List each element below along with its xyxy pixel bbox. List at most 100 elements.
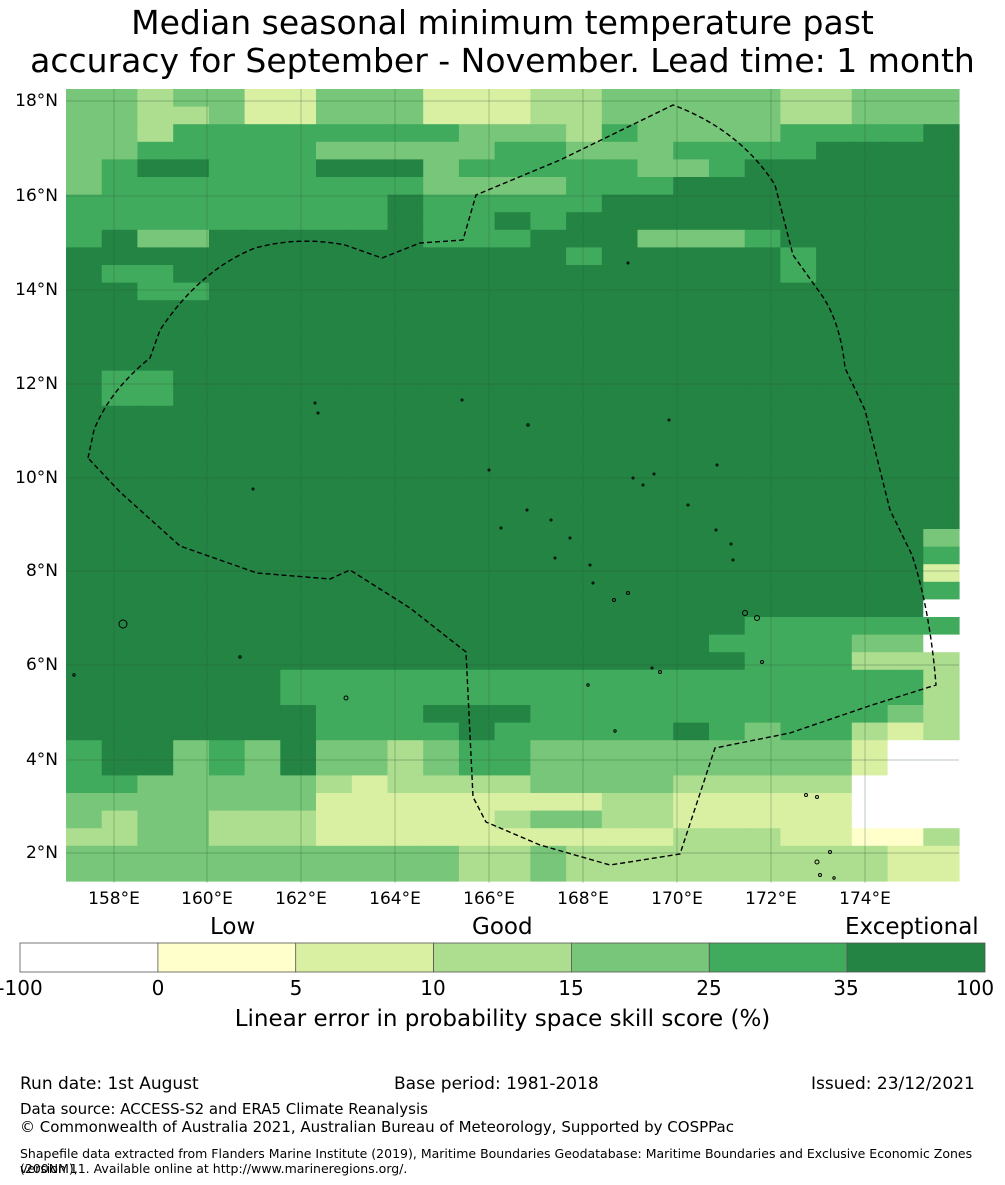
skill-cell xyxy=(709,159,746,178)
skill-cell xyxy=(423,388,460,407)
skill-cell xyxy=(851,793,889,812)
skill-cell xyxy=(208,458,246,477)
legend-tick-15: 15 xyxy=(558,976,584,1000)
skill-cell xyxy=(744,564,781,583)
skill-cell xyxy=(494,740,531,759)
island-outline xyxy=(588,563,592,567)
skill-cell xyxy=(744,89,781,108)
skill-cell xyxy=(780,722,817,741)
skill-cell xyxy=(744,194,781,213)
skill-cell xyxy=(208,564,246,583)
skill-cell xyxy=(530,423,567,442)
skill-cell xyxy=(173,775,210,794)
skill-cell xyxy=(887,476,924,495)
skill-cell xyxy=(923,335,960,354)
skill-cell xyxy=(709,652,746,671)
skill-cell xyxy=(673,669,710,688)
skill-cell xyxy=(601,740,639,759)
skill-cell xyxy=(387,300,424,319)
skill-cell xyxy=(530,476,567,495)
skill-cell xyxy=(601,177,639,196)
skill-cell xyxy=(744,370,781,389)
skill-cell xyxy=(316,89,353,108)
skill-cell xyxy=(744,529,781,548)
skill-cell xyxy=(173,652,210,671)
skill-cell xyxy=(423,476,460,495)
skill-cell xyxy=(780,89,817,108)
skill-cell xyxy=(280,564,317,583)
skill-cell xyxy=(173,388,210,407)
skill-cell xyxy=(744,863,781,882)
skill-cell xyxy=(530,617,567,636)
skill-cell xyxy=(173,529,210,548)
skill-cell xyxy=(673,722,710,741)
skill-cell xyxy=(709,687,746,706)
skill-cell xyxy=(530,370,567,389)
skill-cell xyxy=(530,388,567,407)
skill-cell xyxy=(709,141,746,160)
skill-cell xyxy=(351,388,389,407)
skill-cell xyxy=(316,194,353,213)
skill-cell xyxy=(637,634,674,653)
skill-cell xyxy=(66,441,103,460)
island-outline xyxy=(729,542,733,546)
skill-cell xyxy=(137,722,174,741)
skill-cell xyxy=(423,159,460,178)
skill-cell xyxy=(280,757,317,776)
skill-cell xyxy=(744,405,781,424)
island-outline xyxy=(591,581,595,585)
skill-cell xyxy=(637,476,674,495)
skill-cell xyxy=(316,634,353,653)
skill-cell xyxy=(387,476,424,495)
skill-cell xyxy=(780,845,817,864)
skill-cell xyxy=(351,335,389,354)
eez-boundary-line xyxy=(87,104,937,866)
skill-cell xyxy=(494,159,531,178)
skill-cell xyxy=(887,335,924,354)
skill-cell xyxy=(244,194,281,213)
skill-cell xyxy=(458,335,496,354)
skill-cell xyxy=(66,581,103,600)
skill-cell xyxy=(494,529,531,548)
skill-cell xyxy=(244,405,281,424)
skill-cell xyxy=(494,370,531,389)
skill-cell xyxy=(280,810,317,829)
skill-cell xyxy=(816,581,853,600)
skill-cell xyxy=(101,229,138,248)
skill-cell xyxy=(316,317,353,336)
skill-cell xyxy=(458,564,496,583)
lon-label-164e: 164°E xyxy=(369,889,421,909)
skill-cell xyxy=(280,652,317,671)
legend-category-good: Good xyxy=(472,914,533,940)
skill-cell xyxy=(101,775,138,794)
skill-cell xyxy=(208,141,246,160)
skill-cell xyxy=(137,159,174,178)
skill-cell xyxy=(387,106,424,125)
skill-cell xyxy=(458,634,496,653)
skill-cell xyxy=(137,669,174,688)
legend-tick-10: 10 xyxy=(420,976,446,1000)
island-outline xyxy=(715,463,719,467)
skill-cell xyxy=(316,546,353,565)
skill-cell xyxy=(887,757,924,776)
skill-cell xyxy=(66,564,103,583)
skill-cell xyxy=(208,845,246,864)
skill-cell xyxy=(351,159,389,178)
base-period: Base period: 1981-2018 xyxy=(394,1074,599,1094)
skill-cell xyxy=(601,229,639,248)
skill-cell xyxy=(137,247,174,266)
skill-cell xyxy=(709,89,746,108)
skill-cell xyxy=(244,493,281,512)
skill-cell xyxy=(851,740,889,759)
skill-cell xyxy=(709,300,746,319)
skill-cell xyxy=(887,388,924,407)
skill-cell xyxy=(387,89,424,108)
skill-cell xyxy=(423,177,460,196)
skill-cell xyxy=(387,282,424,301)
skill-cell xyxy=(851,300,889,319)
skill-cell xyxy=(566,300,603,319)
skill-cell xyxy=(637,546,674,565)
skill-cell xyxy=(66,335,103,354)
skill-cell xyxy=(351,511,389,530)
skill-cell xyxy=(387,423,424,442)
